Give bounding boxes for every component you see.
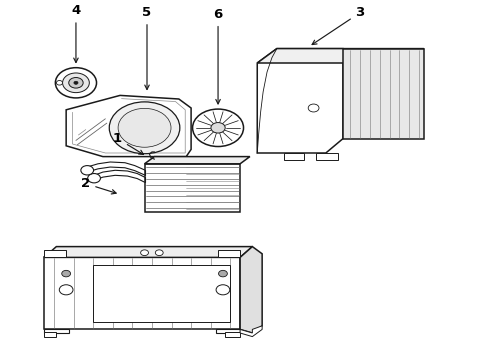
Circle shape <box>81 166 94 175</box>
Text: 2: 2 <box>81 177 116 194</box>
Polygon shape <box>66 95 191 157</box>
Text: 5: 5 <box>143 6 151 90</box>
Circle shape <box>211 122 225 133</box>
Polygon shape <box>343 49 424 139</box>
Circle shape <box>109 102 180 154</box>
Circle shape <box>155 250 163 256</box>
Circle shape <box>216 285 230 295</box>
Polygon shape <box>44 250 66 257</box>
Polygon shape <box>316 153 338 160</box>
Polygon shape <box>145 157 250 164</box>
Circle shape <box>74 81 78 84</box>
Circle shape <box>193 109 244 147</box>
Circle shape <box>308 104 319 112</box>
Circle shape <box>69 77 83 88</box>
Polygon shape <box>240 326 262 337</box>
Text: 1: 1 <box>113 132 144 154</box>
Polygon shape <box>218 250 240 257</box>
Circle shape <box>59 285 73 295</box>
Circle shape <box>141 250 148 256</box>
Text: 3: 3 <box>312 6 365 45</box>
Circle shape <box>118 108 171 147</box>
Polygon shape <box>225 332 240 337</box>
Circle shape <box>219 270 227 277</box>
Polygon shape <box>44 329 69 333</box>
Polygon shape <box>216 329 240 333</box>
Polygon shape <box>284 153 304 160</box>
Polygon shape <box>145 164 240 212</box>
Polygon shape <box>44 257 240 329</box>
Circle shape <box>62 270 71 277</box>
Circle shape <box>55 68 97 98</box>
Text: 4: 4 <box>72 4 80 63</box>
Text: 6: 6 <box>214 8 222 104</box>
Polygon shape <box>257 49 424 63</box>
Circle shape <box>88 174 100 183</box>
Polygon shape <box>93 265 230 322</box>
Polygon shape <box>240 247 262 333</box>
Circle shape <box>63 73 89 93</box>
Polygon shape <box>44 332 56 337</box>
Polygon shape <box>44 247 252 257</box>
Polygon shape <box>257 49 343 153</box>
Circle shape <box>56 81 63 85</box>
